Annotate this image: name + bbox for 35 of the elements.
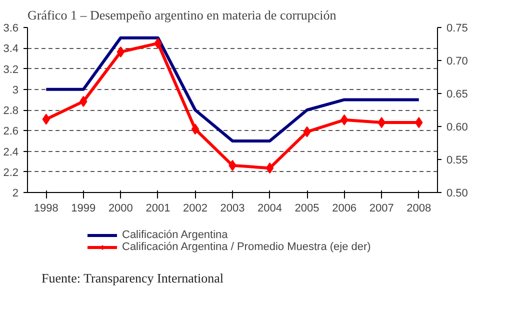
point [191,124,200,135]
point [266,162,274,174]
x-tick-label: 2006 [332,202,357,214]
y2-tick-label: 0.60 [446,122,468,134]
x-tick-label: 2001 [146,202,170,214]
y-tick-label: 2 [12,188,19,200]
legend-label: Calificación Argentina / Promedio Muestra (eje der) [122,241,371,253]
y-tick-label: 3.4 [3,43,19,56]
y-tick-label: 2.4 [3,146,19,158]
y2-tick-label: 0.75 [446,22,468,34]
y-tick-label: 2.6 [3,126,19,138]
x-tick-label: 2002 [182,202,208,214]
chart-title: Gráfico 1 – Desempeño argentino en materia de corrupción [28,8,337,22]
x-tick-label: 2003 [220,202,245,214]
legend-label: Calificación Argentina [122,229,228,241]
y-tick-label: 2.2 [3,166,19,179]
y2-tick-label: 0.55 [446,154,468,166]
y2-tick-label: 0.50 [446,188,468,200]
x-tick-label: 2008 [406,202,432,214]
y2-tick-label: 0.70 [446,56,468,68]
y-tick-label: 3 [12,84,19,96]
x-tick-label: 2004 [258,202,282,214]
y2-tick-label: 0.65 [446,88,468,100]
y-tick-label: 2.8 [3,105,19,117]
x-tick-label: 1998 [34,202,58,214]
x-tick-label: 2005 [294,202,320,214]
x-tick-label: 2007 [369,202,394,214]
y-tick-label: 3.2 [3,64,19,76]
source-note: Fuente: Transparency International [42,270,224,286]
x-tick-label: 2000 [108,202,133,214]
line-series [44,36,420,142]
point [116,46,125,58]
point [340,114,348,126]
x-tick-label: 1999 [71,202,96,214]
y-tick-label: 3.6 [3,22,19,34]
